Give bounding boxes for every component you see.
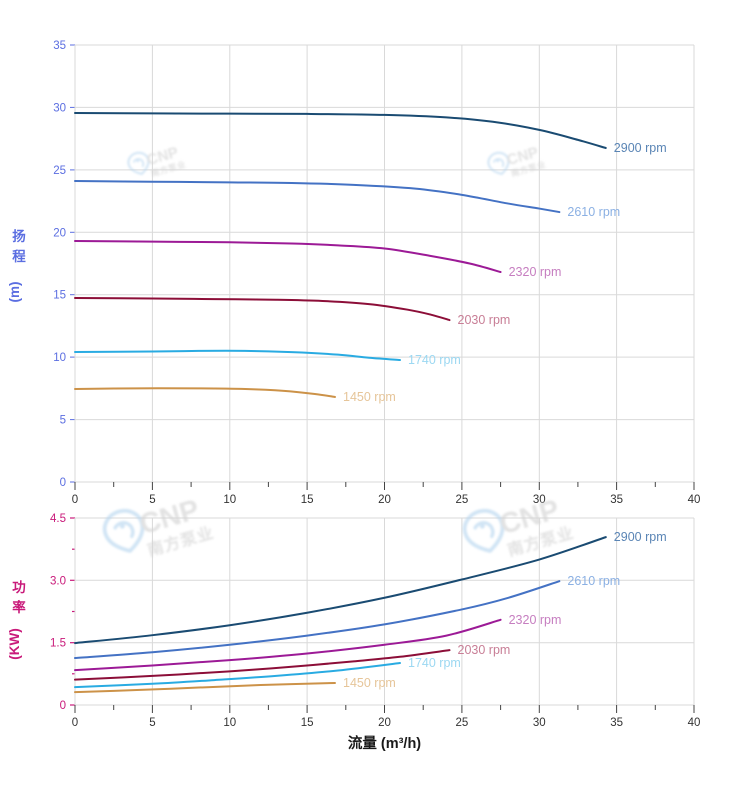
svg-text:2320 rpm: 2320 rpm [509,613,562,627]
svg-text:1.5: 1.5 [50,638,66,650]
svg-text:2900 rpm: 2900 rpm [614,141,667,155]
svg-text:2610 rpm: 2610 rpm [567,574,620,588]
svg-text:35: 35 [610,717,623,729]
svg-text:30: 30 [53,102,66,114]
svg-text:10: 10 [223,717,236,729]
svg-text:35: 35 [610,494,623,506]
svg-text:4.5: 4.5 [50,513,66,525]
svg-text:流量 (m³/h): 流量 (m³/h) [348,734,421,752]
svg-text:25: 25 [53,165,66,177]
svg-text:0: 0 [72,717,78,729]
svg-text:15: 15 [53,290,66,302]
svg-text:25: 25 [456,717,469,729]
svg-text:1450 rpm: 1450 rpm [343,390,396,404]
svg-text:0: 0 [72,494,78,506]
svg-text:2030 rpm: 2030 rpm [458,313,511,327]
svg-text:40: 40 [688,494,701,506]
svg-text:20: 20 [378,717,391,729]
svg-text:10: 10 [223,494,236,506]
svg-text:30: 30 [533,717,546,729]
svg-text:1740 rpm: 1740 rpm [408,353,461,367]
svg-text:2030 rpm: 2030 rpm [458,643,511,657]
svg-text:功: 功 [12,580,26,595]
svg-text:20: 20 [53,227,66,239]
svg-text:3.0: 3.0 [50,575,66,587]
svg-text:5: 5 [149,717,155,729]
svg-text:率: 率 [12,599,26,615]
svg-text:20: 20 [378,494,391,506]
svg-text:10: 10 [53,352,66,364]
svg-text:25: 25 [456,494,469,506]
svg-text:15: 15 [301,717,314,729]
svg-text:程: 程 [12,249,26,264]
svg-text:1740 rpm: 1740 rpm [408,656,461,670]
svg-text:35: 35 [53,40,66,52]
svg-text:40: 40 [688,717,701,729]
svg-text:0: 0 [60,700,66,712]
svg-text:2610 rpm: 2610 rpm [567,205,620,219]
svg-text:(m): (m) [7,282,22,303]
svg-text:1450 rpm: 1450 rpm [343,676,396,690]
svg-text:15: 15 [301,494,314,506]
svg-text:扬: 扬 [12,228,26,244]
svg-text:2900 rpm: 2900 rpm [614,530,667,544]
svg-text:5: 5 [60,415,66,427]
svg-text:2320 rpm: 2320 rpm [509,265,562,279]
svg-text:0: 0 [60,477,66,489]
svg-text:(KW): (KW) [7,628,22,659]
